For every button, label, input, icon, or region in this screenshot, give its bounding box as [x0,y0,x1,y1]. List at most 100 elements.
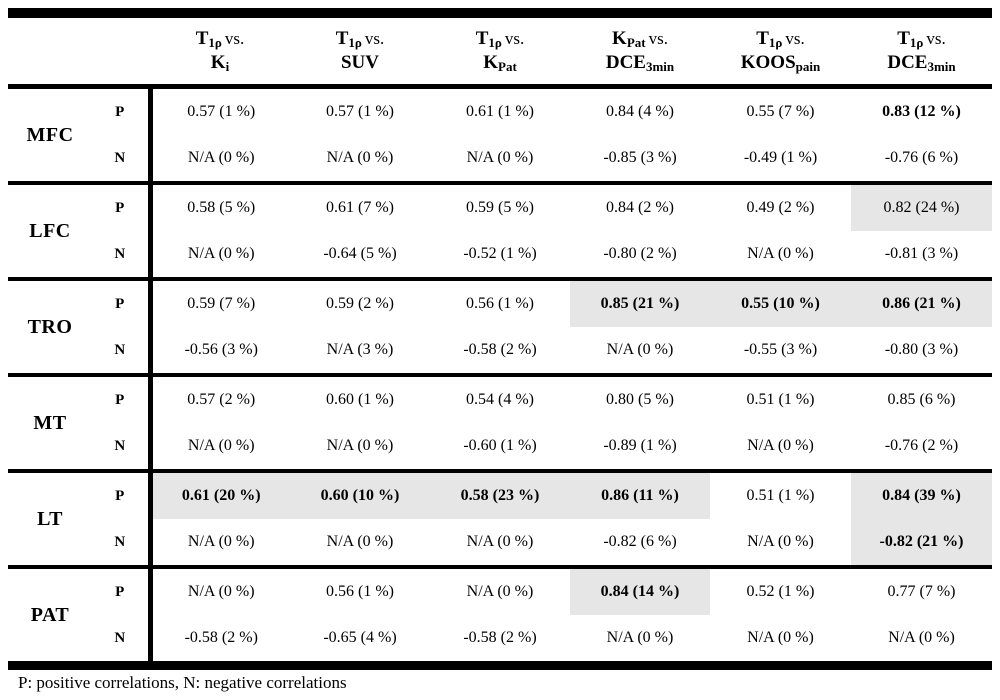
column-header-t1rho-vs-dce3min: T1ρ vs. DCE3min [851,13,992,89]
value-cell: 0.83 (12 %) [851,84,992,135]
value-cell: 0.56 (1 %) [290,565,430,615]
value-cell: -0.76 (6 %) [884,149,959,166]
header-row: T1ρ vs. Ki T1ρ vs. SUV T1ρ vs. KPat KPat vs.… [8,13,992,89]
value-cell: -0.82 (6 %) [603,533,677,550]
sign-label: N [92,423,153,471]
row-group-label: PAT [8,565,92,666]
value-cell: 0.56 (1 %) [430,277,570,327]
value-cell: N/A (0 %) [606,341,674,358]
header-line1: KPat vs. [612,27,668,50]
value-cell: 0.82 (24 %) [851,181,992,231]
column-header-kpat-vs-dce3min: KPat vs. DCE3min [570,13,710,89]
column-header-t1rho-vs-suv: T1ρ vs. SUV [290,13,430,89]
value-cell: N/A (0 %) [466,149,534,166]
value-cell: N/A (0 %) [466,533,534,550]
value-cell: N/A (0 %) [326,533,394,550]
sign-label: P [92,181,153,231]
value-cell: -0.89 (1 %) [603,437,677,454]
value-cell: -0.58 (2 %) [463,341,537,358]
table-row-mt-n: N N/A (0 %) N/A (0 %) -0.60 (1 %) -0.89 (1 %… [8,423,992,471]
header-line1: T1ρ vs. [756,27,805,50]
value-cell: 0.61 (1 %) [430,84,570,135]
value-cell: N/A (0 %) [606,629,674,646]
value-cell: -0.64 (5 %) [323,245,397,262]
value-cell: N/A (0 %) [187,437,255,454]
row-group-label: MFC [8,84,92,183]
header-line2: DCE3min [887,52,956,74]
row-group-label: MT [8,373,92,471]
sign-label: P [92,84,153,135]
correlation-table: T1ρ vs. Ki T1ρ vs. SUV T1ρ vs. KPat KPat vs.… [8,8,992,670]
value-cell: 0.86 (21 %) [851,277,992,327]
value-cell: 0.49 (2 %) [710,181,851,231]
value-cell: -0.80 (3 %) [884,341,959,358]
header-line2: KOOSpain [740,52,821,74]
value-cell: N/A (0 %) [747,245,814,262]
value-cell: 0.61 (7 %) [290,181,430,231]
table-row-mt-p: MT P 0.57 (2 %) 0.60 (1 %) 0.54 (4 %) 0.80 (5… [8,373,992,471]
value-cell: 0.84 (14 %) [570,565,710,615]
sign-label: N [92,519,153,567]
table-row-pat-p: PAT P N/A (0 %) 0.56 (1 %) N/A (0 %) 0.84 (14… [8,565,992,666]
value-cell: N/A (3 %) [326,341,394,358]
table-row-lt-p: LT P 0.61 (20 %) 0.60 (10 %) 0.58 (23 %) 0.86… [8,469,992,567]
value-cell: 0.85 (6 %) [851,373,992,423]
sign-label: N [92,231,153,279]
value-cell: 0.55 (7 %) [710,84,851,135]
header-line2: KPat [483,52,517,74]
value-cell: N/A (0 %) [747,533,814,550]
value-cell: -0.80 (2 %) [603,245,677,262]
row-group-label: TRO [8,277,92,375]
value-cell: 0.86 (11 %) [570,469,710,519]
value-cell: 0.57 (2 %) [150,373,290,423]
header-line1: T1ρ vs. [475,27,525,50]
table-row-lfc-p: LFC P 0.58 (5 %) 0.61 (7 %) 0.59 (5 %) 0.84 (… [8,181,992,279]
value-cell: -0.55 (3 %) [743,341,818,358]
value-cell: -0.81 (3 %) [884,245,959,262]
header-corner-cell [8,13,150,89]
value-cell: -0.56 (3 %) [184,341,258,358]
sign-label: N [92,135,153,183]
table-row-tro-n: N -0.56 (3 %) N/A (3 %) -0.58 (2 %) N/A (0 %… [8,327,992,375]
sign-label: N [92,615,153,666]
value-cell: 0.84 (39 %) [851,469,992,519]
value-cell: 0.58 (5 %) [150,181,290,231]
value-cell: 0.57 (1 %) [290,84,430,135]
header-line2: Ki [210,52,230,74]
row-group-label: LFC [8,181,92,279]
value-cell: N/A (0 %) [430,565,570,615]
value-cell: N/A (0 %) [747,437,814,454]
sign-label: P [92,469,153,519]
row-group-label: LT [8,469,92,567]
value-cell: 0.84 (4 %) [570,84,710,135]
value-cell: 0.84 (2 %) [570,181,710,231]
value-cell: N/A (0 %) [326,437,394,454]
table-header: T1ρ vs. Ki T1ρ vs. SUV T1ρ vs. KPat KPat vs.… [8,13,992,89]
value-cell: -0.65 (4 %) [323,629,397,646]
header-line1: T1ρ vs. [897,27,946,50]
table-footnote: P: positive correlations, N: negative co… [18,673,347,692]
value-cell: N/A (0 %) [187,245,255,262]
value-cell: 0.51 (1 %) [710,373,851,423]
header-line2: DCE3min [605,52,675,74]
value-cell: N/A (0 %) [747,629,814,646]
value-cell: N/A (0 %) [888,629,955,646]
value-cell: -0.82 (21 %) [851,519,992,567]
header-line1: T1ρ vs. [335,27,385,50]
value-cell: N/A (0 %) [150,565,290,615]
value-cell: 0.58 (23 %) [430,469,570,519]
value-cell: 0.61 (20 %) [150,469,290,519]
value-cell: 0.52 (1 %) [710,565,851,615]
value-cell: -0.85 (3 %) [603,149,677,166]
value-cell: -0.60 (1 %) [463,437,537,454]
sign-label: P [92,565,153,615]
value-cell: 0.80 (5 %) [570,373,710,423]
table-row-pat-n: N -0.58 (2 %) -0.65 (4 %) -0.58 (2 %) N/A (0… [8,615,992,666]
value-cell: 0.77 (7 %) [851,565,992,615]
value-cell: -0.58 (2 %) [463,629,537,646]
value-cell: 0.57 (1 %) [150,84,290,135]
value-cell: N/A (0 %) [187,149,255,166]
header-line2: SUV [340,52,379,73]
column-header-t1rho-vs-ki: T1ρ vs. Ki [150,13,290,89]
value-cell: 0.59 (5 %) [430,181,570,231]
